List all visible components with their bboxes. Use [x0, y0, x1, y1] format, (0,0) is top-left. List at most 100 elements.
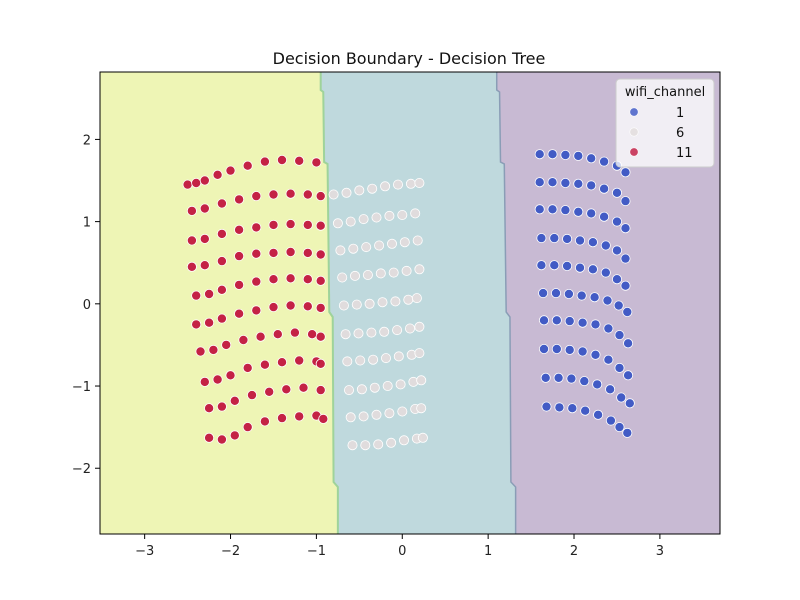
point-class-6: [384, 210, 395, 221]
point-class-1: [547, 204, 558, 215]
point-class-6: [404, 323, 415, 334]
point-class-6: [348, 243, 359, 254]
point-class-6: [341, 187, 352, 198]
point-class-6: [395, 379, 406, 390]
point-class-1: [551, 343, 562, 354]
point-class-6: [401, 265, 412, 276]
point-class-6: [337, 272, 348, 283]
point-class-6: [414, 264, 425, 275]
point-class-6: [332, 218, 343, 229]
point-class-1: [567, 403, 578, 414]
point-class-6: [375, 268, 386, 279]
point-class-11: [302, 189, 313, 200]
point-class-1: [620, 253, 631, 264]
point-class-11: [204, 432, 215, 443]
axes: −3 −2 −1 0 1 2 3 −2 −1 0 1 2: [72, 71, 721, 559]
point-class-11: [199, 233, 210, 244]
point-class-11: [216, 313, 227, 324]
point-class-1: [551, 315, 562, 326]
point-class-1: [620, 280, 631, 291]
point-class-11: [251, 248, 262, 259]
point-class-1: [566, 373, 577, 384]
legend: wifi_channel 1 6 11: [615, 78, 715, 168]
point-class-11: [251, 305, 262, 316]
point-class-1: [614, 422, 625, 433]
point-class-6: [356, 384, 367, 395]
point-class-1: [620, 196, 631, 207]
point-class-6: [374, 240, 385, 251]
x-tick-label: −2: [221, 544, 240, 559]
point-class-11: [212, 169, 223, 180]
point-class-1: [599, 156, 610, 167]
point-class-1: [612, 274, 623, 285]
point-class-6: [349, 270, 360, 281]
point-class-1: [534, 149, 545, 160]
point-class-6: [347, 440, 358, 451]
point-class-11: [294, 355, 305, 366]
point-class-11: [281, 384, 292, 395]
point-class-11: [242, 160, 253, 171]
point-class-11: [294, 155, 305, 166]
point-class-6: [354, 185, 365, 196]
point-class-6: [379, 326, 390, 337]
point-class-11: [285, 219, 296, 230]
point-class-11: [204, 288, 215, 299]
point-class-11: [264, 386, 275, 397]
point-class-11: [216, 284, 227, 295]
point-class-1: [536, 260, 547, 271]
point-class-1: [614, 330, 625, 341]
point-class-6: [373, 439, 384, 450]
point-class-6: [414, 348, 425, 359]
point-class-1: [554, 402, 565, 413]
point-class-11: [315, 220, 326, 231]
point-class-11: [199, 376, 210, 387]
point-class-1: [587, 237, 598, 248]
point-class-1: [590, 319, 601, 330]
point-class-1: [540, 372, 551, 383]
point-class-1: [534, 177, 545, 188]
point-class-6: [358, 214, 369, 225]
point-class-6: [364, 298, 375, 309]
x-tick-label: 3: [656, 544, 664, 559]
point-class-11: [199, 260, 210, 271]
point-class-1: [589, 292, 600, 303]
point-class-1: [587, 264, 598, 275]
point-class-1: [620, 223, 631, 234]
point-class-11: [289, 327, 300, 338]
point-class-1: [573, 206, 584, 217]
point-class-6: [416, 403, 427, 414]
point-class-11: [259, 156, 270, 167]
point-class-6: [353, 328, 364, 339]
point-class-11: [302, 274, 313, 285]
point-class-1: [560, 177, 571, 188]
point-class-6: [380, 181, 391, 192]
point-class-11: [268, 247, 279, 258]
point-class-6: [386, 238, 397, 249]
point-class-6: [416, 375, 427, 386]
point-class-11: [212, 374, 223, 385]
x-tick-label: 2: [570, 544, 578, 559]
point-class-11: [318, 413, 329, 424]
point-class-1: [622, 427, 633, 438]
point-class-11: [191, 177, 202, 188]
point-class-11: [276, 413, 287, 424]
point-class-11: [315, 302, 326, 313]
point-class-11: [298, 382, 309, 393]
boundary-line-6-1: [495, 72, 517, 534]
point-class-11: [204, 317, 215, 328]
point-class-11: [285, 188, 296, 199]
point-class-11: [199, 175, 210, 186]
point-class-11: [294, 411, 305, 422]
point-class-6: [343, 385, 354, 396]
region-class-6: [320, 72, 516, 534]
point-class-11: [268, 219, 279, 230]
point-class-6: [340, 329, 351, 340]
point-class-11: [302, 219, 313, 230]
point-class-1: [586, 153, 597, 164]
point-class-1: [575, 262, 586, 273]
x-tick-label: 0: [398, 544, 406, 559]
point-class-1: [560, 149, 571, 160]
legend-marker-6: [629, 127, 639, 137]
scatter-points: [182, 149, 635, 451]
point-class-1: [600, 240, 611, 251]
